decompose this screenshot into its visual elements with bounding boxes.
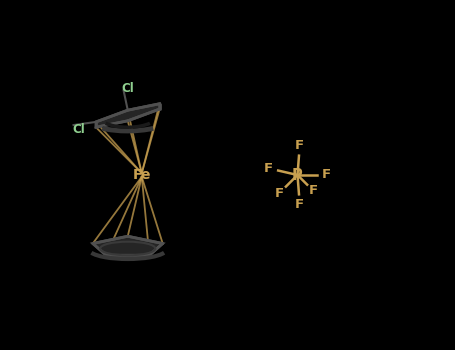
Text: Cl: Cl xyxy=(121,82,134,95)
Text: F: F xyxy=(264,161,273,175)
Text: F: F xyxy=(295,139,304,153)
Polygon shape xyxy=(93,236,163,255)
Text: F: F xyxy=(295,197,304,211)
Text: F: F xyxy=(322,168,331,182)
Text: F: F xyxy=(274,187,283,200)
Polygon shape xyxy=(96,104,160,127)
Text: F: F xyxy=(308,184,318,197)
Text: Fe: Fe xyxy=(132,168,151,182)
Text: Cl: Cl xyxy=(72,123,85,136)
Text: P: P xyxy=(292,168,303,182)
